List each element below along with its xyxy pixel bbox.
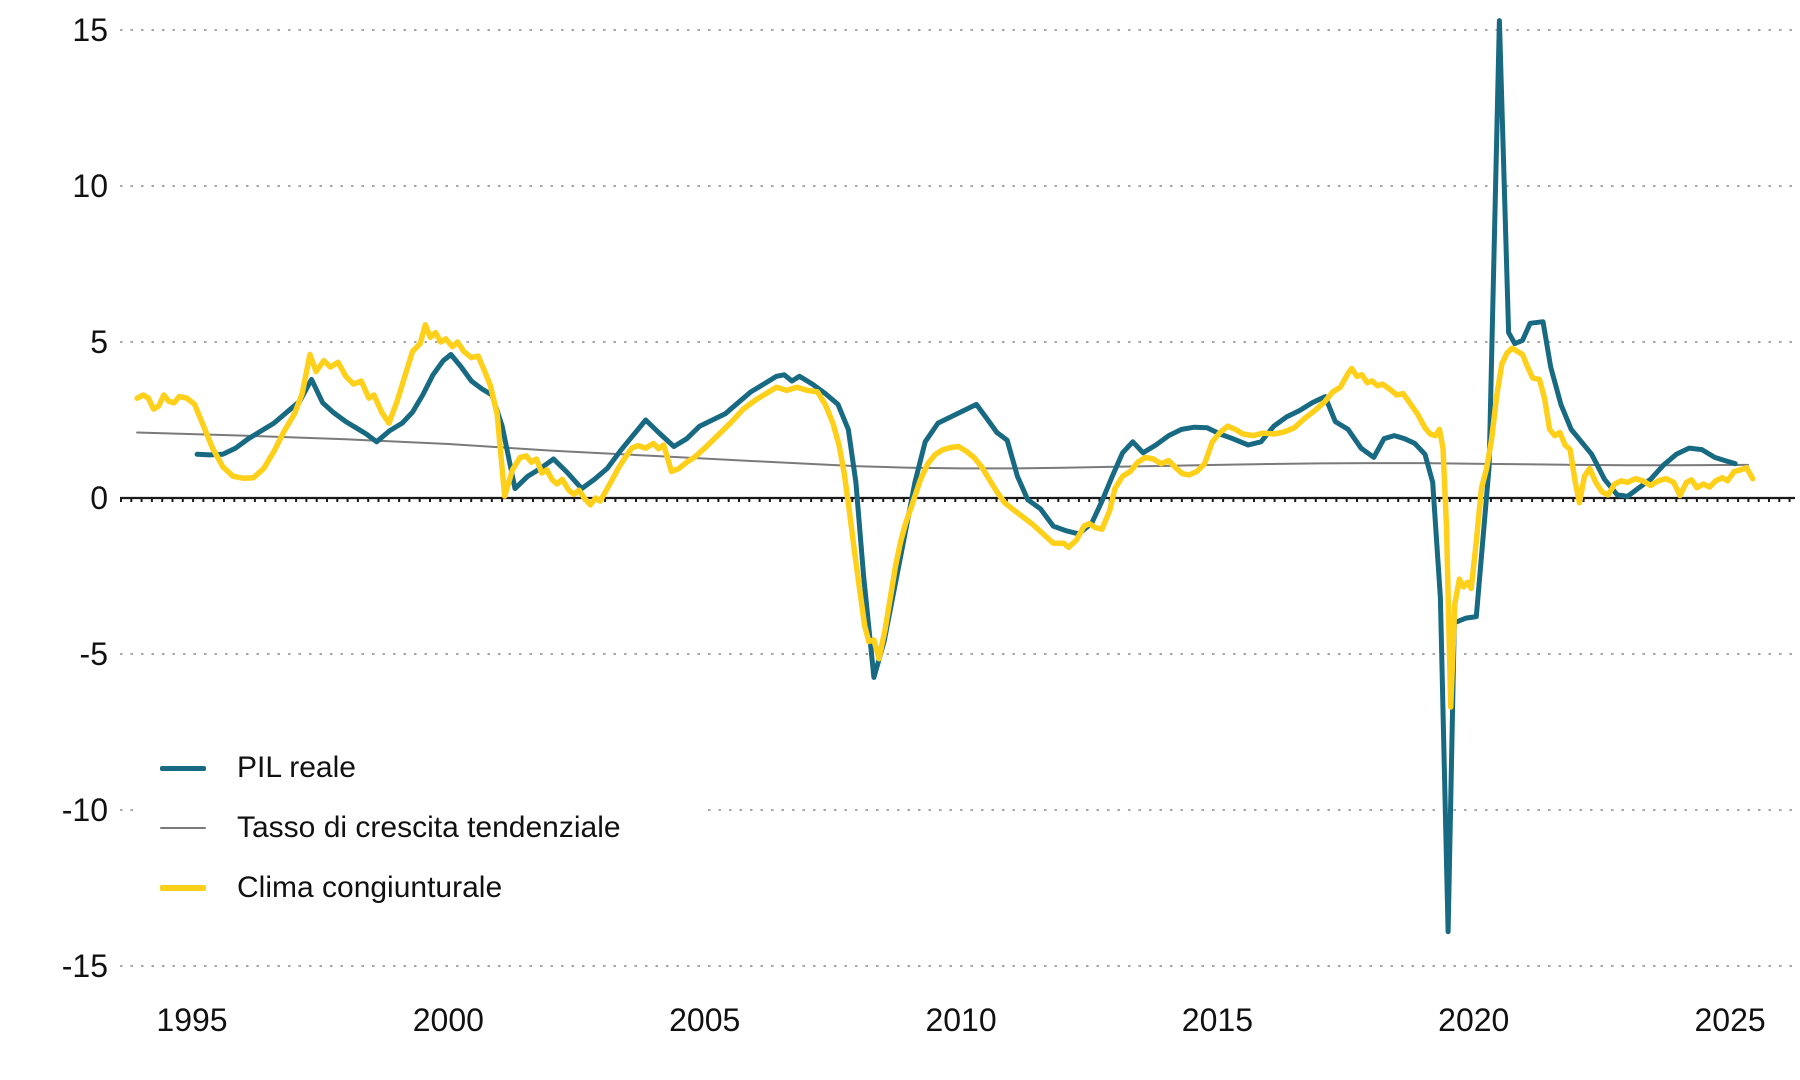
x-tick-label: 2010: [925, 1002, 996, 1038]
y-tick-label: -5: [80, 636, 108, 672]
y-tick-label: 0: [90, 480, 108, 516]
series-line-clima-congiunturale: [134, 322, 1756, 710]
legend-item-pil-reale: PIL reale: [140, 742, 705, 794]
x-tick-label: 2005: [669, 1002, 740, 1038]
legend-label: Clima congiunturale: [237, 871, 503, 904]
y-tick-label: 5: [90, 324, 108, 360]
series-line-pil-reale: [194, 18, 1738, 935]
x-tick-label: 1995: [156, 1002, 227, 1038]
legend-item-tasso-di-crescita-tendenziale: Tasso di crescita tendenziale: [140, 802, 705, 854]
x-tick-label: 2000: [413, 1002, 484, 1038]
x-tick-label: 2025: [1695, 1002, 1766, 1038]
x-tick-label: 2020: [1438, 1002, 1509, 1038]
legend-swatch: [160, 765, 206, 771]
y-tick-label: 10: [72, 168, 108, 204]
legend-label: PIL reale: [237, 751, 356, 784]
legend-label: Tasso di crescita tendenziale: [237, 811, 621, 844]
x-tick-label: 2015: [1182, 1002, 1253, 1038]
legend-item-clima-congiunturale: Clima congiunturale: [140, 862, 705, 914]
chart-legend: PIL reale Tasso di crescita tendenziale …: [140, 740, 705, 916]
y-tick-label: -15: [62, 948, 108, 984]
legend-swatch: [160, 826, 206, 830]
legend-swatch: [160, 885, 206, 891]
y-tick-label: -10: [62, 792, 108, 828]
series-line-tasso-di-crescita-tendenziale: [136, 431, 1749, 470]
y-tick-label: 15: [72, 12, 108, 48]
